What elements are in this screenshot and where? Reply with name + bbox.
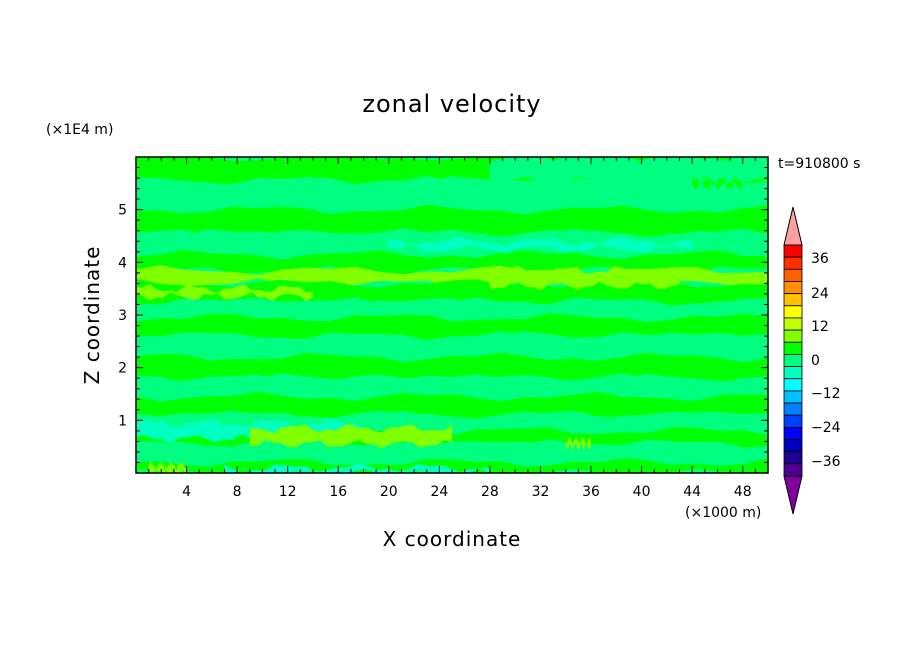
- colorbar-bin: [783, 366, 803, 380]
- field-band: [136, 373, 768, 402]
- colorbar-tick-label: −12: [811, 386, 841, 402]
- x-tick-label: 16: [329, 484, 347, 500]
- colorbar-tick-label: −24: [811, 420, 841, 436]
- colorbar-tick-label: −36: [811, 454, 841, 470]
- colorbar-overflow-low: [783, 475, 803, 515]
- y-tick-label: 2: [118, 361, 127, 377]
- colorbar-bin: [783, 341, 803, 355]
- x-tick-label: 4: [182, 484, 191, 500]
- field-patch: [249, 424, 452, 449]
- y-axis-unit: (×1E4 m): [46, 122, 113, 138]
- colorbar-bin: [783, 281, 803, 295]
- field-band: [136, 176, 768, 215]
- x-tick-label: 40: [633, 484, 651, 500]
- x-axis-unit: (×1000 m): [685, 505, 761, 521]
- x-tick-label: 24: [430, 484, 448, 500]
- colorbar-bin: [783, 451, 803, 465]
- colorbar-tick-label: 24: [811, 286, 829, 302]
- field-patch: [136, 284, 313, 301]
- x-tick-label: 48: [734, 484, 752, 500]
- colorbar-bin: [783, 305, 803, 319]
- field-patch: [489, 265, 680, 291]
- x-tick-label: 20: [380, 484, 398, 500]
- field-patch: [489, 157, 768, 186]
- colorbar-bin: [783, 329, 803, 343]
- field-band: [136, 391, 768, 420]
- field-patch: [148, 460, 187, 473]
- colorbar-bin: [783, 439, 803, 453]
- x-axis-title: X coordinate: [383, 527, 522, 551]
- colorbar-bin: [783, 256, 803, 270]
- colorbar-overflow-high: [783, 206, 803, 246]
- field-band: [136, 313, 768, 341]
- y-tick-label: 4: [118, 255, 127, 271]
- x-tick-label: 12: [279, 484, 297, 500]
- field-patch: [565, 435, 591, 452]
- field-band: [136, 297, 768, 323]
- x-tick-label: 8: [233, 484, 242, 500]
- chart-title: zonal velocity: [362, 90, 541, 118]
- colorbar-bin: [783, 378, 803, 392]
- field-patch: [224, 463, 490, 473]
- colorbar-bin: [783, 402, 803, 416]
- colorbar-bin: [783, 354, 803, 367]
- colorbar-bin: [783, 390, 803, 404]
- y-tick-label: 3: [118, 308, 127, 324]
- field-band: [136, 204, 768, 238]
- colorbar-bin: [783, 293, 803, 307]
- colorbar-bin: [783, 426, 803, 440]
- x-tick-label: 44: [683, 484, 701, 500]
- x-tick-label: 28: [481, 484, 499, 500]
- colorbar-tick-label: 36: [811, 251, 829, 267]
- y-tick-label: 1: [118, 413, 127, 429]
- velocity-field: [136, 157, 768, 473]
- colorbar-bin: [783, 268, 803, 282]
- field-band: [136, 331, 768, 362]
- colorbar-bin: [783, 414, 803, 428]
- colorbar-tick-label: 0: [811, 353, 820, 369]
- x-tick-label: 32: [532, 484, 550, 500]
- colorbar-bin: [783, 463, 803, 477]
- x-tick-label: 36: [582, 484, 600, 500]
- colorbar: 36 24 12 0 −12 −24 −36: [783, 206, 841, 515]
- field-band: [136, 249, 768, 275]
- field-patch: [388, 236, 693, 254]
- time-label: t=910800 s: [778, 156, 860, 172]
- colorbar-tick-label: 12: [811, 319, 829, 335]
- y-tick-label: 5: [118, 203, 127, 219]
- field-patch: [692, 175, 743, 191]
- colorbar-bin: [783, 244, 803, 258]
- colorbar-bin: [783, 317, 803, 331]
- y-axis-title: Z coordinate: [80, 246, 104, 385]
